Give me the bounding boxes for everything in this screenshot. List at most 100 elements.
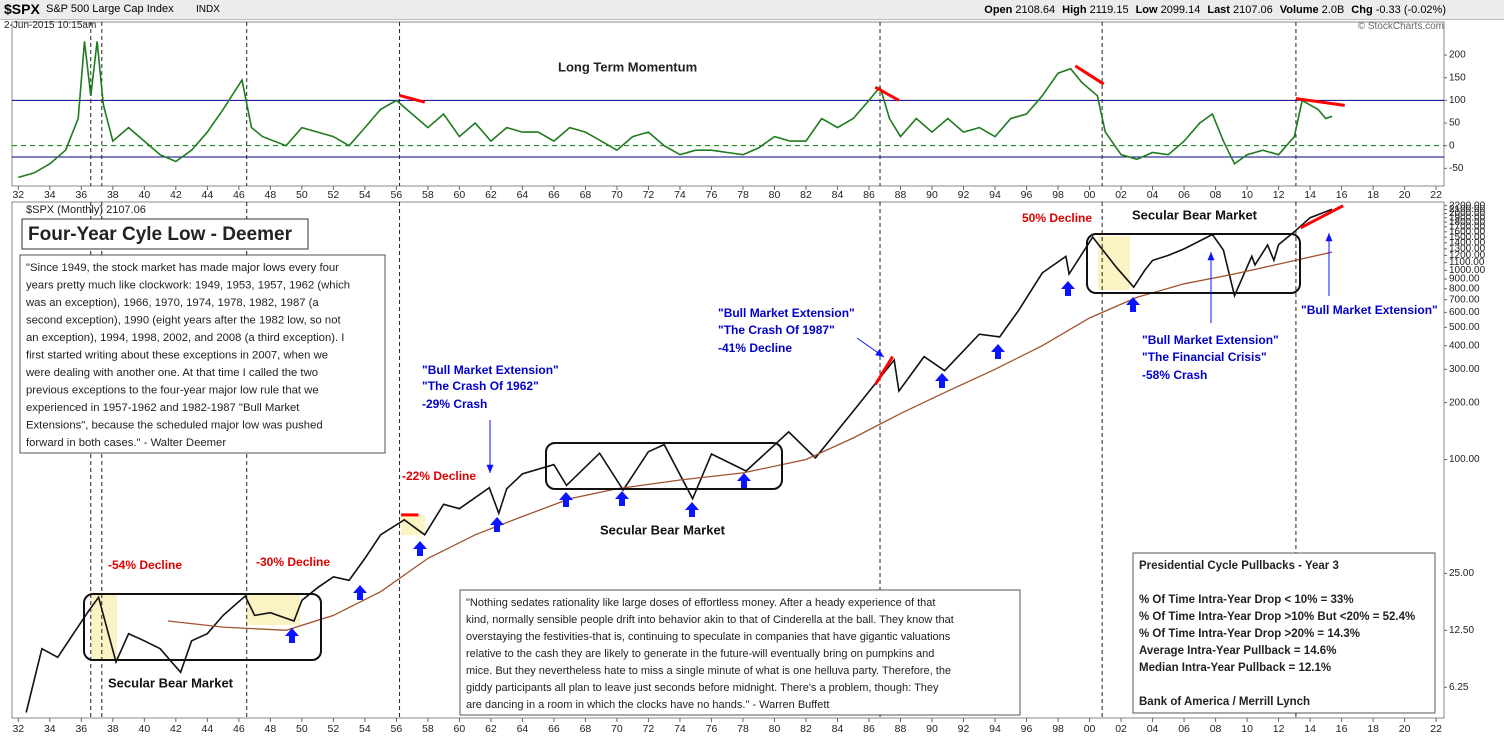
x-tick-label: 68 <box>580 723 592 735</box>
quote-box <box>459 589 1021 716</box>
x-tick-label: 86 <box>863 723 875 735</box>
header-bar: $SPX S&P 500 Large Cap Index INDX Open 21… <box>0 0 1504 20</box>
cycle-low-arrow <box>991 344 1005 359</box>
x-tick-label: 06 <box>1178 723 1190 735</box>
quote-value: -0.33 (-0.02%) <box>1375 4 1446 16</box>
y-tick-label: 1700.00 <box>1449 221 1486 232</box>
x-tick-label: 00 <box>1084 723 1096 735</box>
quote-line: years pretty much like clockwork: 1949, … <box>26 279 350 291</box>
x-tick-label: 90 <box>926 189 938 201</box>
quote-label: Open <box>984 4 1013 16</box>
y-tick-label: 1400.00 <box>1449 237 1486 248</box>
x-tick-label: 42 <box>170 723 182 735</box>
x-tick-label: 60 <box>454 723 466 735</box>
y-tick-label: 500.00 <box>1449 322 1480 333</box>
timestamp: 2-Jun-2015 10:15am <box>4 20 97 31</box>
x-tick-label: 62 <box>485 723 497 735</box>
y-tick-label: 700.00 <box>1449 294 1480 305</box>
quote-line: "Nothing sedates rationality like large … <box>466 597 935 609</box>
quote-line: overstaying the festivities-that is, con… <box>466 631 951 643</box>
x-tick-label: 20 <box>1399 723 1411 735</box>
quote-line: mice. But they nevertheless hate to miss… <box>466 665 951 677</box>
annotation: -29% Crash <box>422 397 487 411</box>
x-tick-label: 08 <box>1210 189 1222 201</box>
cycle-low-arrow <box>559 492 573 507</box>
quote-value: 2.0B <box>1321 4 1345 16</box>
x-tick-label: 40 <box>138 723 150 735</box>
annotation: -58% Crash <box>1142 368 1207 382</box>
x-tick-label: 80 <box>769 723 781 735</box>
cycle-low-arrow <box>935 373 949 388</box>
cycle-low-arrow <box>737 473 751 488</box>
quote-line: second exception), 1990 (eight years aft… <box>26 314 341 326</box>
quote-label: High <box>1062 4 1087 16</box>
x-tick-label: 06 <box>1178 189 1190 201</box>
y-tick-label: 400.00 <box>1449 340 1480 351</box>
trend-line <box>1295 97 1345 107</box>
x-tick-label: 08 <box>1210 723 1222 735</box>
quote-line: were dealing with another one. At that t… <box>25 367 318 379</box>
y-tick-label: 800.00 <box>1449 283 1480 294</box>
x-tick-label: 50 <box>296 189 308 201</box>
y-tick-label: 2000.00 <box>1449 208 1486 219</box>
annotation: "Bull Market Extension" <box>422 363 559 377</box>
quote-value: 2107.06 <box>1232 4 1273 16</box>
x-tick-label: 86 <box>863 189 875 201</box>
annotation: "Bull Market Extension" <box>718 306 855 320</box>
quote-line: giddy participants all plan to leave jus… <box>466 682 939 694</box>
pointer-head <box>1325 233 1333 242</box>
y-tick-label: 100.00 <box>1449 454 1480 465</box>
x-tick-label: 02 <box>1115 723 1127 735</box>
x-tick-label: 48 <box>265 723 277 735</box>
quote-row: Open 2108.64 High 2119.15 Low 2099.14 Last 2107… <box>984 4 1446 16</box>
cycle-low-arrow <box>1126 297 1140 312</box>
y-tick-label: 600.00 <box>1449 307 1480 318</box>
x-tick-label: 68 <box>580 189 592 201</box>
x-tick-label: 62 <box>485 189 497 201</box>
quote: Low 2099.14 <box>1136 4 1201 16</box>
x-tick-label: 82 <box>800 189 812 201</box>
y-tick-label: 1000.00 <box>1449 265 1486 276</box>
x-tick-label: 96 <box>1021 189 1033 201</box>
x-tick-label: 50 <box>296 723 308 735</box>
x-tick-label: 10 <box>1241 723 1253 735</box>
quote-line: previous exceptions to the four-year maj… <box>26 384 319 396</box>
quote-box <box>19 254 386 454</box>
x-tick-label: 38 <box>107 189 119 201</box>
y-tick-label: 0 <box>1449 140 1455 151</box>
trend-line <box>399 93 426 104</box>
trend-line <box>874 85 900 102</box>
x-tick-label: 58 <box>422 189 434 201</box>
x-tick-label: 52 <box>328 723 340 735</box>
x-tick-label: 16 <box>1336 723 1348 735</box>
x-tick-label: 00 <box>1084 189 1096 201</box>
x-tick-label: 32 <box>12 723 24 735</box>
quote-line: relative to the cash they are likely to … <box>466 648 934 660</box>
x-tick-label: 74 <box>674 723 686 735</box>
x-tick-label: 64 <box>517 723 529 735</box>
x-tick-label: 78 <box>737 723 749 735</box>
x-tick-label: 66 <box>548 723 560 735</box>
x-tick-label: 74 <box>674 189 686 201</box>
y-tick-label: 6.25 <box>1449 682 1469 693</box>
stats-source: Bank of America / Merrill Lynch <box>1139 696 1310 708</box>
y-tick-label: 1100.00 <box>1449 257 1485 268</box>
stats-line: Average Intra-Year Pullback = 14.6% <box>1139 645 1336 657</box>
pointer-head <box>875 349 884 357</box>
chart-title: Four-Year Cyle Low - Deemer <box>28 224 293 245</box>
y-tick-label: 200 <box>1449 50 1466 61</box>
y-tick-label: 50 <box>1449 118 1461 129</box>
cycle-low-arrow <box>685 502 699 517</box>
stats-line: % Of Time Intra-Year Drop < 10% = 33% <box>1139 594 1354 606</box>
x-tick-label: 54 <box>359 189 371 201</box>
y-tick-label: 900.00 <box>1449 274 1480 285</box>
x-tick-label: 12 <box>1273 189 1285 201</box>
stats-line: Median Intra-Year Pullback = 12.1% <box>1139 662 1331 674</box>
x-tick-label: 70 <box>611 723 623 735</box>
x-tick-label: 36 <box>75 723 87 735</box>
x-tick-label: 92 <box>958 189 970 201</box>
x-tick-label: 14 <box>1304 723 1316 735</box>
x-tick-label: 84 <box>832 723 844 735</box>
index-name: S&P 500 Large Cap Index <box>46 3 174 15</box>
x-tick-label: 16 <box>1336 189 1348 201</box>
